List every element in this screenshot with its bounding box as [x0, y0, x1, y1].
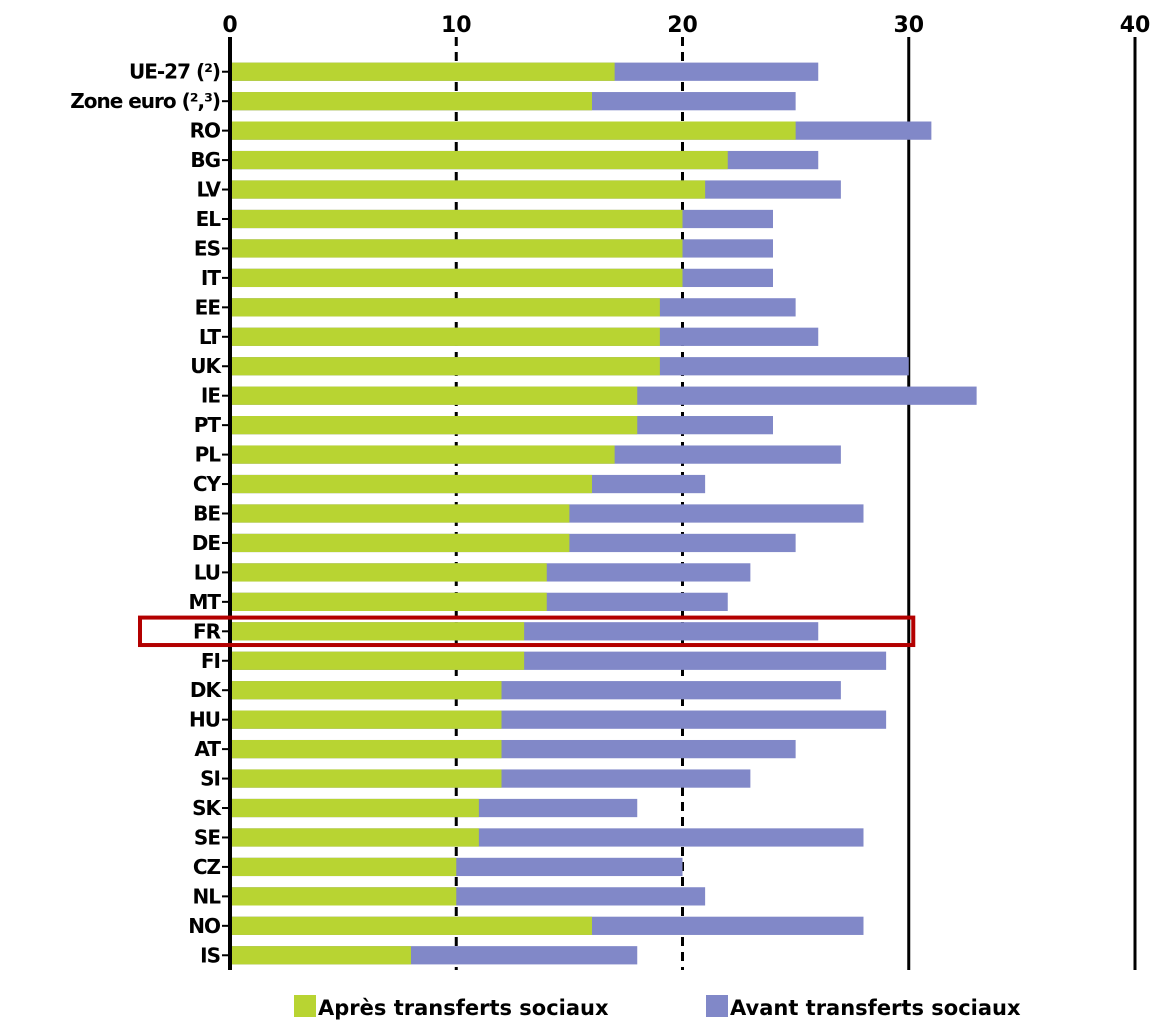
category-labels: UE-27 (²) Zone euro (²,³) RO BG LV EL ES IT EE LT…	[70, 60, 222, 968]
category-label-6: ES	[194, 236, 220, 260]
category-label-8: EE	[195, 295, 221, 319]
bar-after-14	[230, 475, 592, 493]
bar-after-19	[230, 622, 524, 640]
category-label-29: NO	[188, 914, 220, 938]
bar-after-7	[230, 269, 683, 287]
bar-after-12	[230, 416, 637, 434]
x-tick-label-20: 20	[667, 13, 698, 38]
category-label-10: UK	[190, 354, 222, 378]
bar-after-29	[230, 917, 592, 935]
bar-after-22	[230, 711, 502, 729]
bar-after-16	[230, 534, 569, 552]
bar-after-11	[230, 387, 637, 405]
bar-after-20	[230, 652, 524, 670]
bar-after-5	[230, 210, 683, 228]
category-label-22: HU	[189, 708, 220, 732]
legend-swatch-1	[706, 995, 728, 1017]
bar-after-18	[230, 593, 547, 611]
bar-after-13	[230, 445, 615, 463]
bar-after-24	[230, 769, 502, 787]
bar-after-2	[230, 121, 796, 139]
category-label-28: NL	[193, 884, 222, 908]
legend-label-1: Avant transferts sociaux	[730, 996, 1021, 1020]
category-label-25: SK	[192, 796, 222, 820]
category-label-2: RO	[190, 119, 220, 143]
bar-after-1	[230, 92, 592, 110]
bar-after-23	[230, 740, 502, 758]
legend-swatch-0	[294, 995, 316, 1017]
bar-after-17	[230, 563, 547, 581]
bar-after-30	[230, 946, 411, 964]
x-tick-label-10: 10	[441, 13, 472, 38]
category-label-19: FR	[193, 619, 221, 643]
bar-after-8	[230, 298, 660, 316]
legend: Après transferts sociaux Avant transferts…	[294, 995, 1021, 1020]
x-tick-label-0: 0	[222, 13, 237, 38]
category-label-9: LT	[199, 325, 221, 349]
category-label-16: DE	[192, 531, 221, 555]
bar-after-26	[230, 828, 479, 846]
x-tick-label-30: 30	[893, 13, 924, 38]
category-label-3: BG	[190, 148, 220, 172]
category-label-17: LU	[194, 560, 220, 584]
category-label-21: DK	[190, 678, 223, 702]
category-label-15: BE	[193, 502, 220, 526]
bar-after-4	[230, 180, 705, 198]
bar-after-25	[230, 799, 479, 817]
category-label-11: IE	[201, 384, 220, 408]
bar-after-6	[230, 239, 683, 257]
bar-after-3	[230, 151, 728, 169]
bar-after-27	[230, 858, 456, 876]
category-label-20: FI	[201, 649, 220, 673]
category-label-23: AT	[194, 737, 221, 761]
category-label-27: CZ	[193, 855, 221, 879]
category-label-0: UE-27 (²)	[129, 60, 220, 84]
bar-after-15	[230, 504, 569, 522]
x-tick-label-40: 40	[1120, 13, 1151, 38]
bar-after-28	[230, 887, 456, 905]
bar-after-10	[230, 357, 660, 375]
bar-after-9	[230, 328, 660, 346]
bar-after-0	[230, 63, 615, 81]
category-label-30: IS	[200, 943, 220, 967]
category-label-24: SI	[200, 767, 220, 791]
axes	[222, 37, 230, 970]
category-label-12: PT	[194, 413, 222, 437]
category-label-14: CY	[193, 472, 222, 496]
category-label-26: SE	[194, 825, 220, 849]
category-label-1: Zone euro (²,³)	[70, 89, 220, 113]
category-label-13: PL	[195, 443, 222, 467]
category-label-18: MT	[188, 590, 221, 614]
category-label-7: IT	[201, 266, 221, 290]
bar-after-21	[230, 681, 502, 699]
x-tick-labels: 0 10 20 30 40	[222, 13, 1150, 38]
category-label-4: LV	[197, 178, 222, 202]
legend-label-0: Après transferts sociaux	[318, 996, 609, 1020]
category-label-5: EL	[196, 207, 222, 231]
bars	[230, 63, 977, 965]
